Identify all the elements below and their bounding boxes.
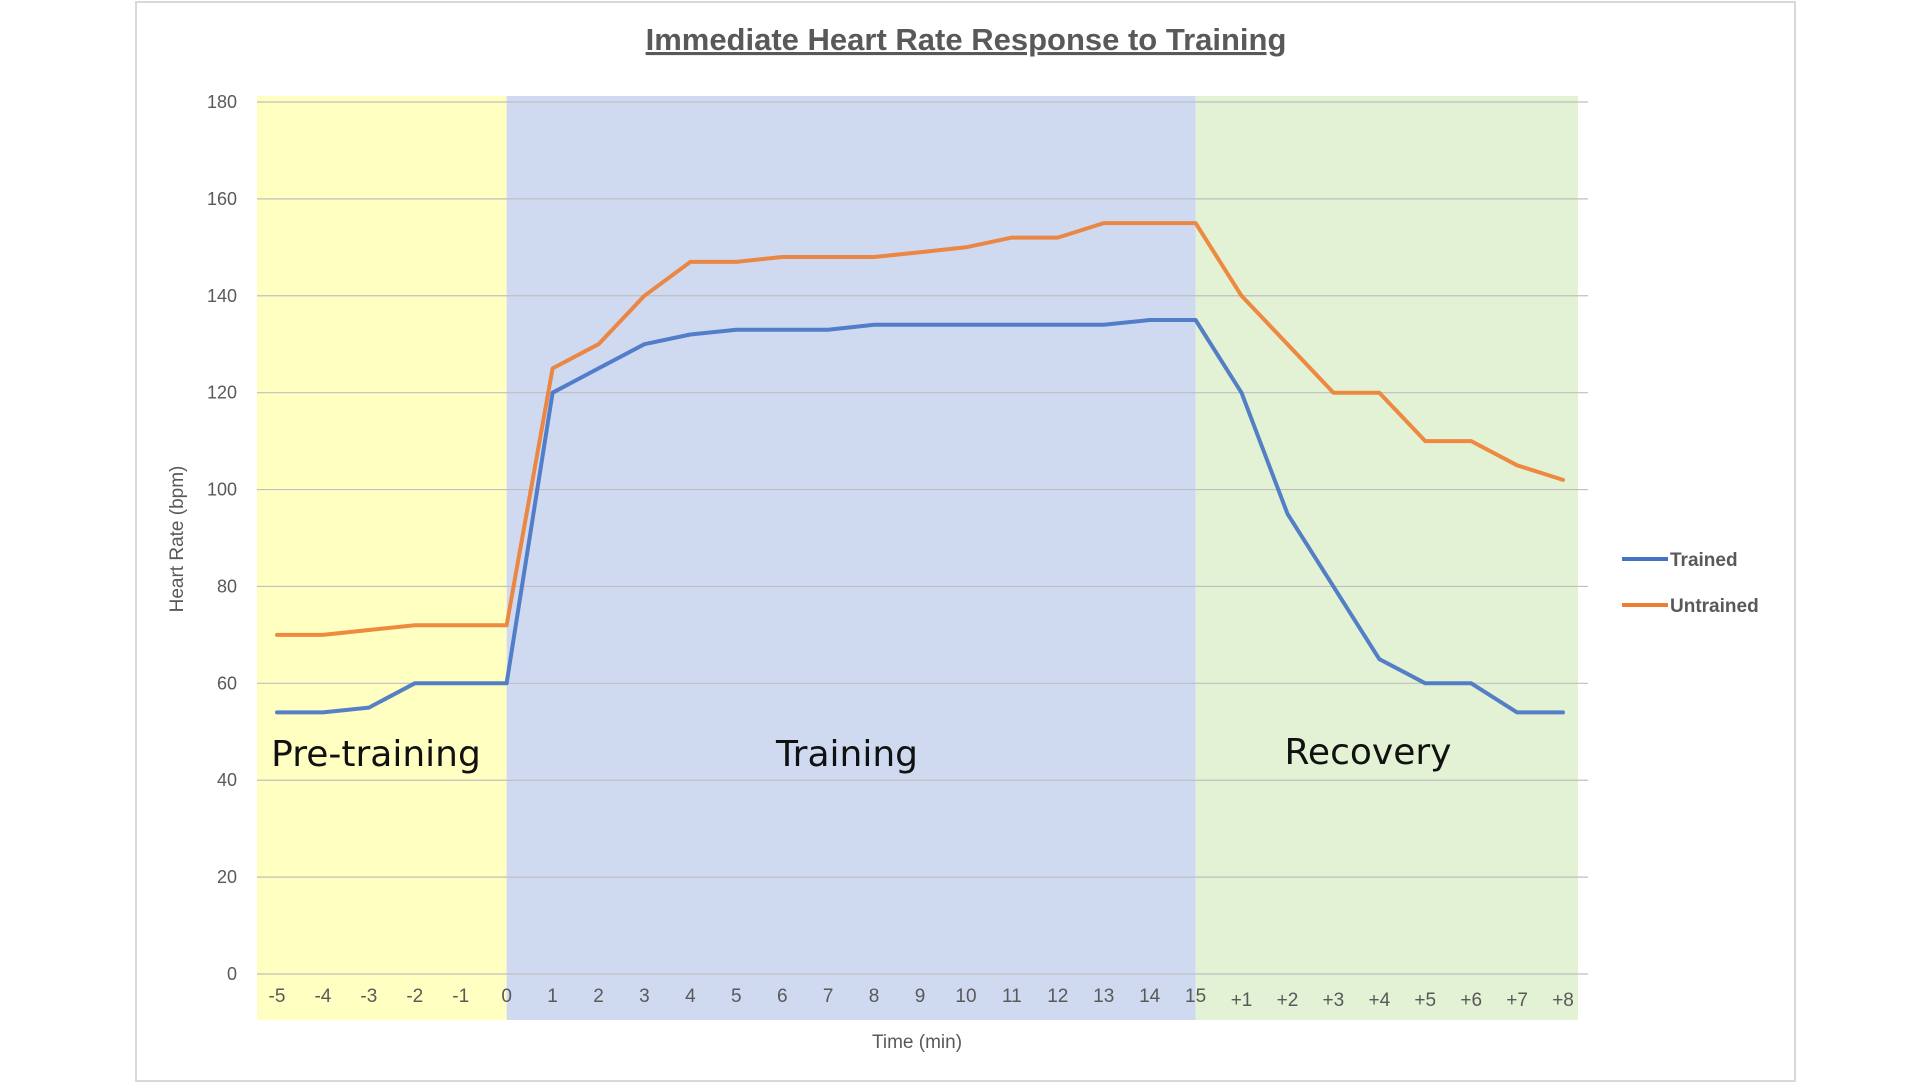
x-tick-label: 8 — [869, 986, 880, 1007]
x-tick-label: 15 — [1185, 986, 1206, 1007]
x-tick-label: -1 — [452, 986, 469, 1007]
x-tick-label: 5 — [731, 986, 742, 1007]
x-tick-label: +3 — [1323, 990, 1345, 1011]
region-label: Pre-training — [271, 734, 481, 775]
x-tick-label: -4 — [314, 986, 331, 1007]
y-tick-label: 0 — [227, 964, 237, 984]
y-tick-label: 160 — [207, 189, 237, 209]
x-tick-label: 9 — [915, 986, 926, 1007]
chart-title: Immediate Heart Rate Response to Trainin… — [646, 22, 1287, 57]
x-tick-label: +2 — [1277, 990, 1299, 1011]
x-tick-label: +5 — [1414, 990, 1436, 1011]
x-tick-label: +6 — [1460, 990, 1482, 1011]
x-tick-label: 4 — [685, 986, 696, 1007]
x-tick-label: 14 — [1139, 986, 1161, 1007]
x-tick-label: 7 — [823, 986, 834, 1007]
y-tick-label: 180 — [207, 92, 237, 112]
region-recovery — [1196, 96, 1578, 1020]
x-tick-label: -3 — [360, 986, 377, 1007]
x-tick-label: +8 — [1552, 990, 1574, 1011]
y-tick-label: 60 — [217, 673, 237, 693]
y-axis-ticks: 0 20 40 60 80 100 120 140 160 180 — [207, 92, 237, 984]
x-tick-label: +4 — [1368, 990, 1390, 1011]
legend-label-trained: Trained — [1670, 550, 1738, 571]
x-tick-label: 1 — [547, 986, 558, 1007]
region-pre-training — [257, 96, 507, 1020]
y-tick-label: 100 — [207, 480, 237, 500]
x-tick-label: +7 — [1506, 990, 1528, 1011]
y-tick-label: 140 — [207, 286, 237, 306]
x-tick-label: -2 — [406, 986, 423, 1007]
x-tick-label: 6 — [777, 986, 788, 1007]
y-axis-label: Heart Rate (bpm) — [167, 466, 188, 613]
x-axis-label: Time (min) — [872, 1032, 962, 1053]
legend-label-untrained: Untrained — [1670, 596, 1759, 617]
y-tick-label: 80 — [217, 576, 237, 596]
x-tick-label: 11 — [1002, 986, 1022, 1007]
region-label: Training — [775, 734, 918, 775]
y-tick-label: 120 — [207, 383, 237, 403]
y-tick-label: 20 — [217, 867, 237, 887]
x-tick-label: 2 — [593, 986, 604, 1007]
y-tick-label: 40 — [217, 770, 237, 790]
x-tick-label: 13 — [1093, 986, 1114, 1007]
x-tick-label: 0 — [501, 986, 512, 1007]
x-tick-label: +1 — [1231, 990, 1253, 1011]
region-label: Recovery — [1285, 732, 1452, 773]
legend: Trained Untrained — [1622, 550, 1759, 617]
region-backgrounds — [257, 96, 1578, 1020]
x-tick-label: 12 — [1047, 986, 1068, 1007]
x-tick-label: 3 — [639, 986, 650, 1007]
x-tick-label: -5 — [269, 986, 286, 1007]
region-training — [507, 96, 1196, 1020]
x-tick-label: 10 — [955, 986, 976, 1007]
